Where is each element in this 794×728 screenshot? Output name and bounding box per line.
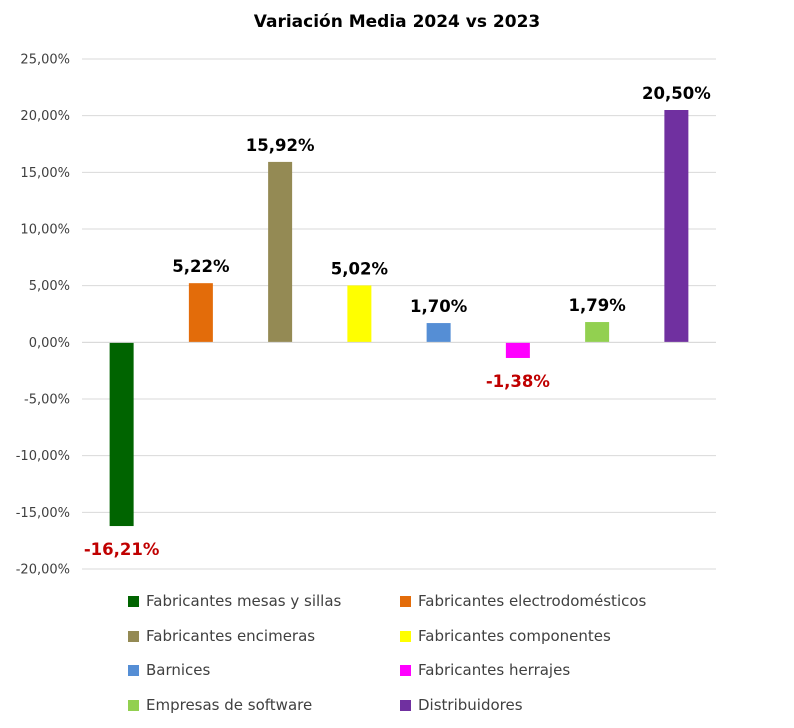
legend-label: Fabricantes componentes: [418, 627, 611, 645]
bars: [82, 110, 716, 527]
legend-swatch: [128, 664, 139, 676]
legend-item: Barnices: [128, 659, 210, 681]
legend-swatch: [128, 595, 139, 607]
legend-label: Barnices: [146, 661, 211, 679]
legend-swatch: [400, 699, 411, 711]
data-label: 1,79%: [569, 296, 627, 315]
bar: [347, 285, 372, 343]
legend-item: Fabricantes componentes: [400, 625, 611, 647]
bar: [664, 110, 689, 343]
y-tick-label: -15,00%: [16, 506, 70, 521]
y-tick-label: 15,00%: [20, 166, 70, 181]
y-tick-label: 5,00%: [29, 279, 70, 294]
chart-title: Variación Media 2024 vs 2023: [254, 12, 541, 32]
y-tick-label: 0,00%: [29, 336, 70, 351]
data-labels: -16,21% 5,22% 15,92% 5,02% 1,70% -1,38% 1,79% 2…: [84, 84, 711, 559]
bar: [109, 342, 134, 527]
legend-item: Fabricantes mesas y sillas: [128, 590, 341, 612]
bar: [585, 322, 610, 343]
legend-label: Fabricantes electrodomésticos: [418, 592, 647, 610]
legend-label: Fabricantes mesas y sillas: [146, 592, 342, 610]
y-tick-label: 10,00%: [20, 223, 70, 238]
data-label: 15,92%: [246, 136, 315, 155]
legend-item: Fabricantes encimeras: [128, 625, 315, 647]
legend-item: Fabricantes herrajes: [400, 659, 570, 681]
data-label: -1,38%: [486, 372, 551, 391]
legend-label: Fabricantes herrajes: [418, 661, 571, 679]
bar: [188, 283, 213, 343]
y-tick-label: -5,00%: [24, 393, 70, 408]
legend-swatch: [400, 630, 411, 642]
legend-label: Distribuidores: [418, 696, 523, 714]
bar: [268, 161, 293, 343]
legend-swatch: [128, 630, 139, 642]
legend-item: Distribuidores: [400, 694, 523, 716]
legend-swatch: [400, 595, 411, 607]
y-tick-label: 20,00%: [20, 109, 70, 124]
legend-swatch: [128, 699, 139, 711]
y-tick-label: 25,00%: [20, 53, 70, 68]
y-tick-label: -20,00%: [16, 563, 70, 578]
data-label: 5,02%: [331, 259, 389, 278]
data-label: 5,22%: [172, 257, 230, 276]
data-label: 1,70%: [410, 297, 468, 316]
legend-label: Fabricantes encimeras: [146, 627, 316, 645]
bar: [505, 342, 530, 358]
y-axis-tick-labels: 25,00% 20,00% 15,00% 10,00% 5,00% 0,00% -5,00%…: [16, 53, 70, 578]
legend-label: Empresas de software: [146, 696, 313, 714]
legend-item: Empresas de software: [128, 694, 312, 716]
bar: [426, 323, 451, 343]
legend-swatch: [400, 664, 411, 676]
legend-item: Fabricantes electrodomésticos: [400, 590, 646, 612]
data-label: 20,50%: [642, 84, 711, 103]
y-tick-label: -10,00%: [16, 449, 70, 464]
data-label: -16,21%: [84, 540, 160, 559]
